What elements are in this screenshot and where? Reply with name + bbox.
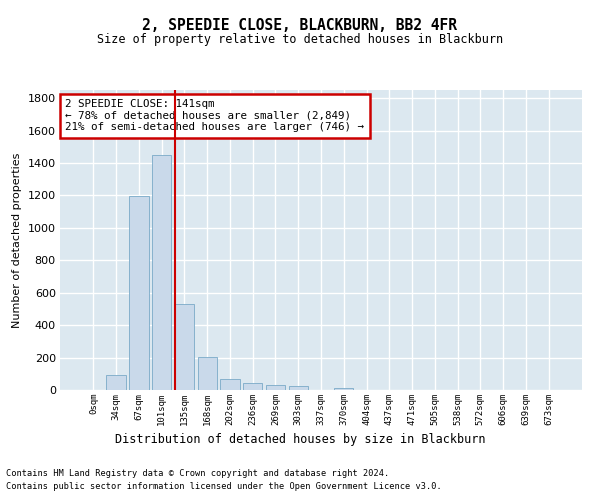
Text: Distribution of detached houses by size in Blackburn: Distribution of detached houses by size …: [115, 432, 485, 446]
Bar: [152, 155, 172, 390]
Text: Contains public sector information licensed under the Open Government Licence v3: Contains public sector information licen…: [6, 482, 442, 491]
Y-axis label: Number of detached properties: Number of detached properties: [12, 152, 22, 328]
Bar: [243, 382, 262, 390]
Text: 2, SPEEDIE CLOSE, BLACKBURN, BB2 4FR: 2, SPEEDIE CLOSE, BLACKBURN, BB2 4FR: [143, 18, 458, 32]
Bar: [266, 385, 285, 390]
Bar: [129, 196, 149, 390]
Bar: [175, 304, 194, 390]
Bar: [106, 376, 126, 390]
Bar: [334, 388, 353, 390]
Bar: [220, 380, 239, 390]
Bar: [289, 386, 308, 390]
Text: 2 SPEEDIE CLOSE: 141sqm
← 78% of detached houses are smaller (2,849)
21% of semi: 2 SPEEDIE CLOSE: 141sqm ← 78% of detache…: [65, 99, 364, 132]
Text: Size of property relative to detached houses in Blackburn: Size of property relative to detached ho…: [97, 32, 503, 46]
Bar: [197, 357, 217, 390]
Text: Contains HM Land Registry data © Crown copyright and database right 2024.: Contains HM Land Registry data © Crown c…: [6, 468, 389, 477]
